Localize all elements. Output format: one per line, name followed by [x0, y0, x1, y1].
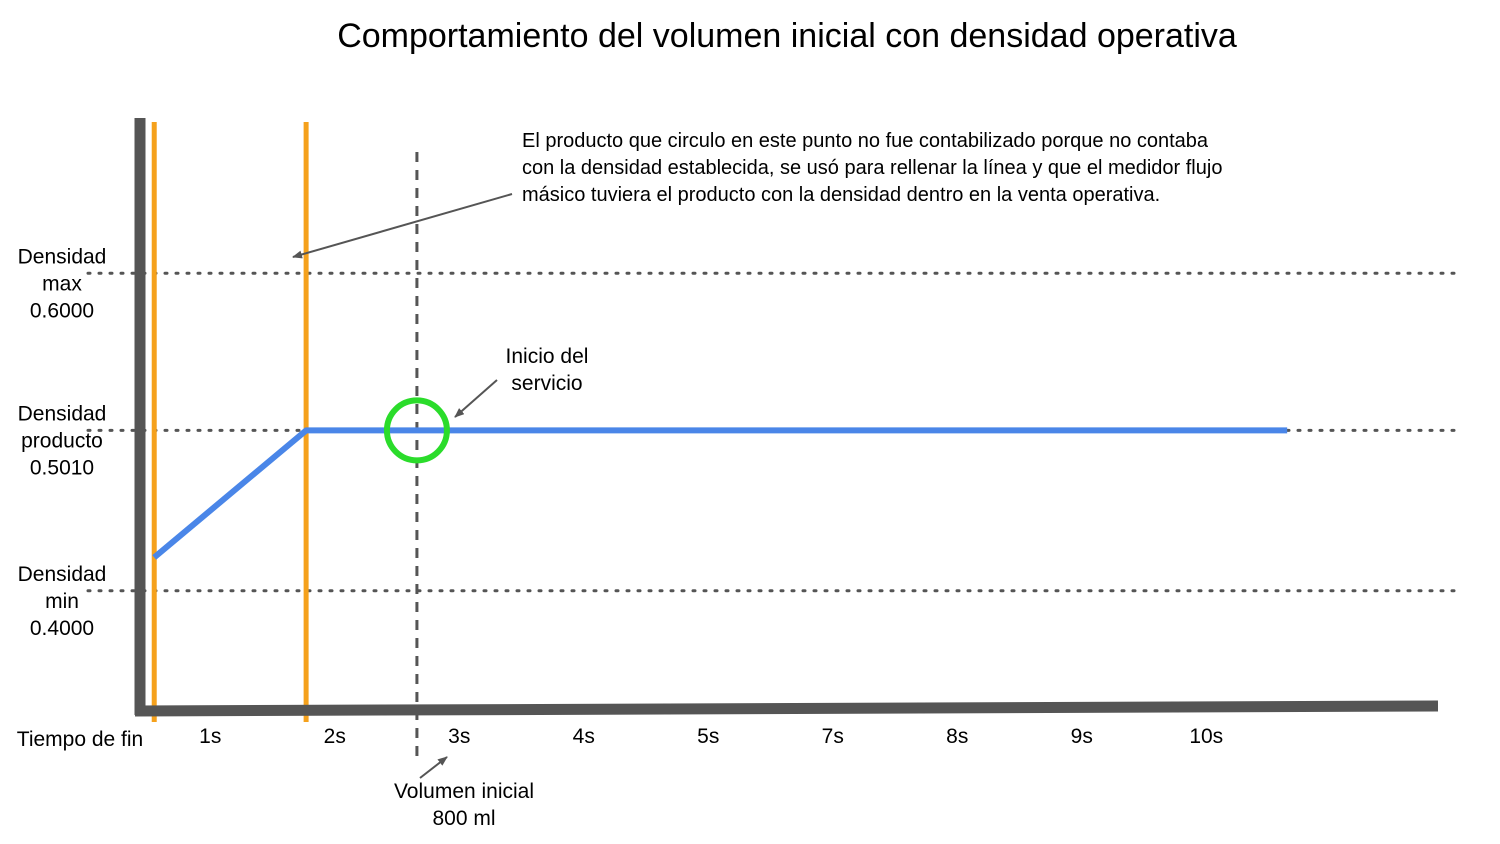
density-max-label-line: 0.6000 [30, 299, 94, 322]
service-start-label-line: Inicio del [506, 345, 589, 368]
initial-volume-label-line: 800 ml [432, 807, 495, 830]
initial-volume-label-line: Volumen inicial [394, 780, 534, 803]
series-layer [152, 427, 1288, 560]
note-annotation-line: El producto que circulo en este punto no… [522, 130, 1209, 152]
x-tick-label: 4s [573, 725, 595, 748]
x-tick-label: 7s [822, 725, 844, 748]
x-axis-line [134, 700, 1439, 717]
service-start-arrow [454, 379, 498, 418]
initial-volume-arrow [419, 756, 448, 779]
density-max-label-line: Densidad [18, 245, 107, 268]
density-product-label: Densidad producto 0.5010 [18, 402, 107, 479]
density-series-line [152, 427, 1288, 560]
x-tick-label: 2s [324, 725, 346, 748]
note-annotation: El producto que circulo en este punto no… [522, 130, 1222, 206]
density-max-label-line: max [42, 272, 82, 295]
x-tick-label: 9s [1071, 725, 1093, 748]
density-product-label-line: Densidad [18, 402, 107, 425]
density-min-label-line: 0.4000 [30, 617, 94, 640]
x-tick-label: 10s [1189, 725, 1223, 748]
density-max-label: Densidad max 0.6000 [18, 245, 107, 322]
x-tick-label: 8s [946, 725, 968, 748]
x-tick-label: 3s [448, 725, 470, 748]
note-annotation-line: másico tuviera el producto con la densid… [522, 184, 1160, 206]
axes-layer: 1s 2s 3s 4s 5s 7s 8s 9s 10s [134, 118, 1439, 748]
density-product-label-line: 0.5010 [30, 456, 94, 479]
note-arrow [292, 193, 513, 259]
service-start-label-line: servicio [511, 372, 582, 395]
initial-volume-label: Volumen inicial 800 ml [394, 780, 534, 830]
vertical-markers-layer [151, 122, 419, 760]
density-min-label-line: Densidad [18, 563, 107, 586]
density-min-label-line: min [45, 590, 79, 613]
service-start-circle [383, 397, 450, 464]
density-product-label-line: producto [21, 429, 103, 452]
service-start-label: Inicio del servicio [506, 345, 589, 395]
x-tick-label: 5s [697, 725, 719, 748]
density-min-label: Densidad min 0.4000 [18, 563, 107, 640]
chart-title: Comportamiento del volumen inicial con d… [337, 17, 1237, 55]
note-annotation-line: con la densidad establecida, se usó para… [522, 157, 1222, 179]
annotations-layer: El producto que circulo en este punto no… [292, 130, 1222, 830]
x-axis-title: Tiempo de fin [17, 728, 143, 751]
x-tick-label: 1s [199, 725, 221, 748]
